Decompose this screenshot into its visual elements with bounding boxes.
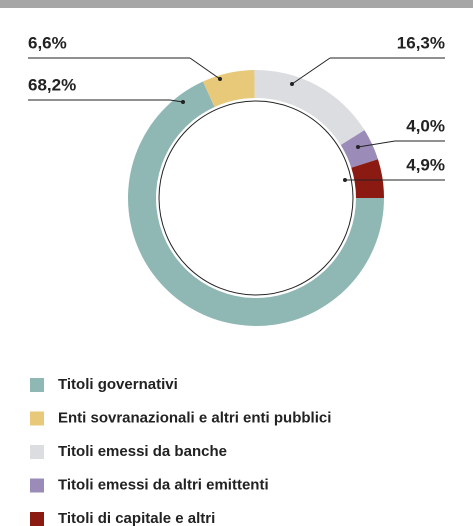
legend-label: Enti sovranazionali e altri enti pubblic… — [58, 409, 331, 426]
legend-label: Titoli governativi — [58, 376, 178, 393]
legend-swatch — [30, 378, 44, 392]
data-label: 16,3% — [397, 33, 445, 52]
legend-swatch — [30, 411, 44, 426]
legend-swatch — [30, 512, 44, 526]
donut-segment — [351, 159, 384, 198]
donut-segment — [340, 130, 378, 168]
leader-line — [357, 140, 396, 148]
leader-line — [169, 99, 184, 103]
legend-swatch — [30, 445, 44, 459]
leader-dot — [290, 82, 294, 86]
donut-segment — [202, 70, 255, 107]
leader-line — [189, 57, 221, 80]
leader-dot — [218, 77, 222, 81]
legend-label: Titoli emessi da banche — [58, 443, 227, 460]
leader-dot — [356, 145, 360, 149]
legend-label: Titoli di capitale e altri — [58, 510, 215, 526]
data-label: 4,0% — [406, 116, 445, 135]
legend-swatch — [30, 478, 44, 493]
leader-dot — [181, 100, 185, 104]
data-label: 6,6% — [28, 33, 67, 52]
data-label: 4,9% — [406, 155, 445, 174]
donut-segment — [254, 70, 365, 145]
leader-dot — [343, 178, 347, 182]
inner-circle — [158, 100, 354, 296]
leader-line — [291, 57, 331, 85]
legend-label: Titoli emessi da altri emittenti — [58, 476, 269, 493]
data-label: 68,2% — [28, 75, 76, 94]
top-bar — [0, 0, 473, 8]
